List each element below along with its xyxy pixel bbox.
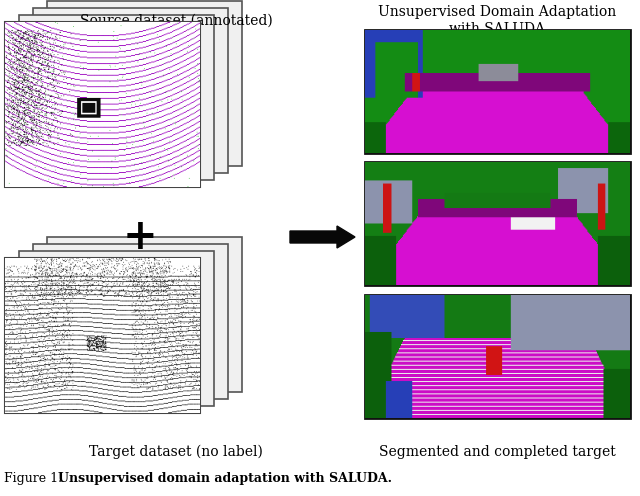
Bar (19, 15, 214, 180)
FancyArrow shape (290, 226, 355, 248)
Text: Target dataset (no label): Target dataset (no label) (89, 445, 263, 459)
Text: Unsupervised domain adaptation with SALUDA.: Unsupervised domain adaptation with SALU… (58, 472, 392, 485)
Bar (5, 22, 200, 187)
Bar (47, 1, 242, 166)
Bar (5, 258, 200, 413)
Bar (19, 251, 214, 406)
Text: Figure 1.: Figure 1. (4, 472, 70, 485)
Bar (365, 295, 630, 418)
Bar (33, 244, 228, 399)
Text: +: + (123, 216, 157, 258)
Text: Source dataset (annotated): Source dataset (annotated) (79, 14, 273, 28)
Bar (365, 30, 630, 153)
Text: Unsupervised Domain Adaptation
with SALUDA: Unsupervised Domain Adaptation with SALU… (378, 5, 616, 36)
Bar (47, 237, 242, 392)
Text: Segmented and completed target: Segmented and completed target (379, 445, 616, 459)
Bar (365, 162, 630, 285)
Bar (33, 8, 228, 173)
